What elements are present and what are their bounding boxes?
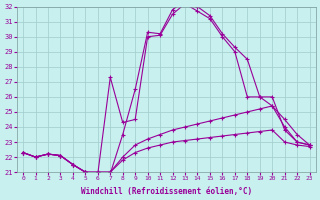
- X-axis label: Windchill (Refroidissement éolien,°C): Windchill (Refroidissement éolien,°C): [81, 187, 252, 196]
